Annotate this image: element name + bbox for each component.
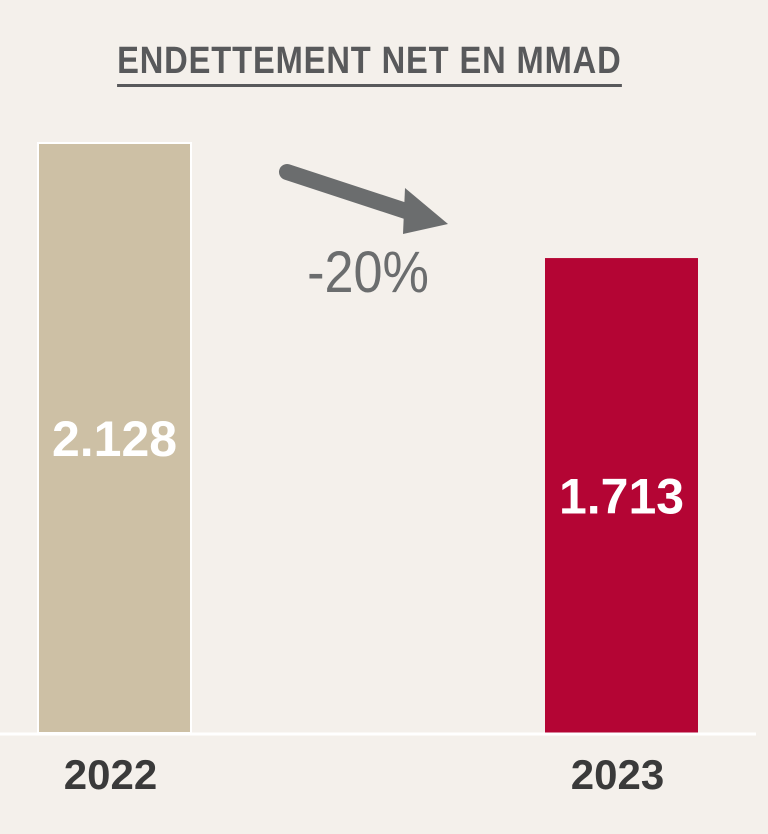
- change-annotation: -20%: [307, 239, 429, 304]
- x-tick-label: 2023: [571, 751, 664, 798]
- down-right-arrow-icon: [279, 164, 448, 234]
- x-tick-label: 2022: [64, 751, 157, 798]
- value-label: 2.128: [52, 411, 177, 467]
- value-label: 1.713: [559, 469, 684, 525]
- bar-2022: [37, 142, 192, 734]
- chart-title-text: ENDETTEMENT NET EN MMAD: [116, 40, 622, 87]
- bar-2023: [545, 258, 698, 733]
- chart-title: ENDETTEMENT NET EN MMAD: [0, 40, 738, 87]
